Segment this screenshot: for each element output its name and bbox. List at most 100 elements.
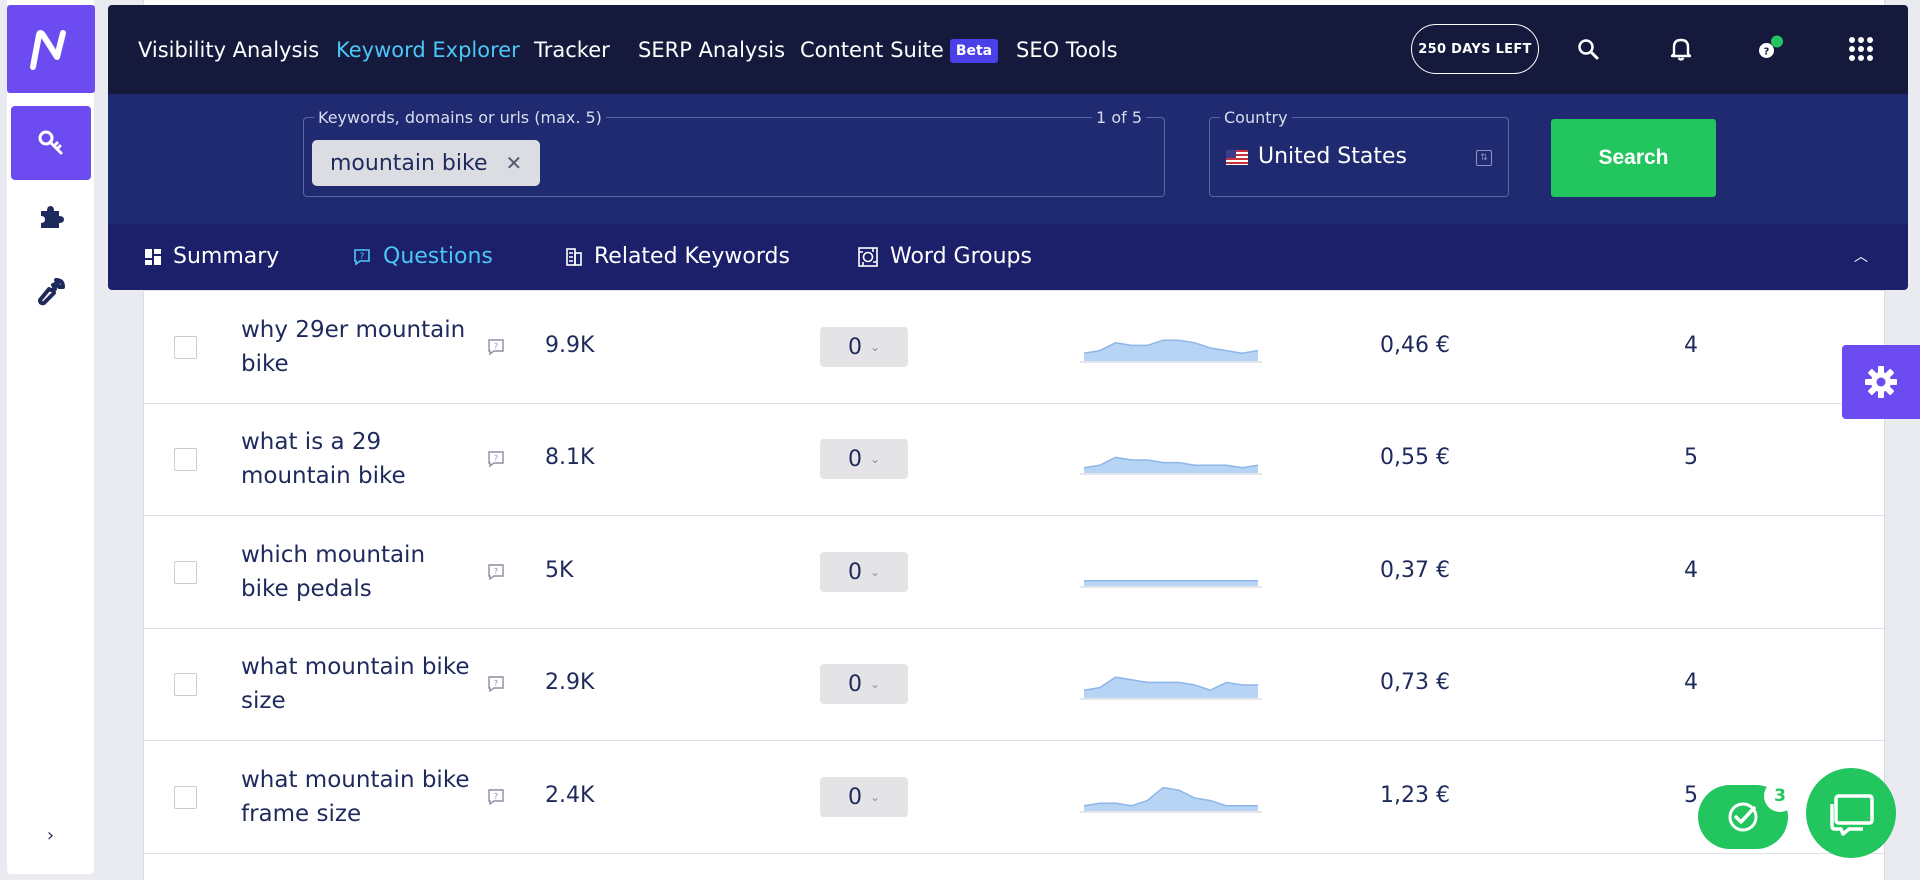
app-logo[interactable]	[7, 5, 95, 93]
tab-word-groups[interactable]: Word Groups	[858, 244, 1032, 269]
help-button[interactable]: ?	[1756, 34, 1786, 64]
chevron-down-icon: ⌄	[869, 565, 881, 579]
cpc-value: 0,37 €	[1380, 558, 1450, 583]
sparkline-area	[1084, 787, 1258, 811]
sparkline-area	[1084, 340, 1258, 361]
tab-word-groups-label: Word Groups	[890, 244, 1032, 269]
sidebar-expand-button[interactable]: ›	[46, 825, 55, 846]
competition-value: 5	[1684, 445, 1698, 470]
sparkline-line	[1083, 339, 1259, 354]
tab-questions[interactable]: ? Questions	[353, 244, 493, 269]
question-bubble-icon: ?	[488, 789, 504, 806]
keyword-line: what mountain bike	[241, 767, 470, 793]
tab-questions-label: Questions	[383, 244, 493, 269]
top-navigation-bar: Visibility Analysis Keyword Explorer Tra…	[108, 5, 1908, 94]
keywords-input[interactable]: Keywords, domains or urls (max. 5) 1 of …	[303, 108, 1165, 197]
sidebar-integrations[interactable]	[11, 180, 91, 254]
keyword-cell[interactable]: which mountain bike pedals	[241, 538, 481, 606]
tab-related-keywords[interactable]: Related Keywords	[566, 244, 790, 269]
settings-button[interactable]	[1842, 345, 1920, 419]
keyword-cell[interactable]: what is a 29 mountain bike	[241, 425, 481, 493]
keyword-line: bike	[241, 351, 289, 377]
search-submit-button[interactable]: Search	[1551, 119, 1716, 197]
difficulty-dropdown[interactable]: 0⌄	[820, 552, 908, 592]
table-row[interactable]: why 29er mountain bike? 9.9K 0 ⌄ 0,46 €4	[144, 291, 1886, 404]
key-search-icon	[38, 130, 63, 155]
row-checkbox[interactable]	[174, 786, 197, 809]
svg-text:?: ?	[494, 792, 498, 801]
keyword-cell[interactable]: what mountain bike size	[241, 650, 481, 718]
keyword-cell[interactable]: what mountain bike frame size	[241, 763, 481, 831]
keyword-line: mountain bike	[241, 463, 406, 489]
notifications-button[interactable]	[1666, 34, 1696, 64]
row-checkbox[interactable]	[174, 561, 197, 584]
apps-menu-button[interactable]	[1846, 34, 1876, 64]
keyword-line: bike pedals	[241, 576, 372, 602]
difficulty-dropdown[interactable]: 0⌄	[820, 664, 908, 704]
search-volume: 5K	[545, 558, 574, 583]
result-tabs: Summary ? Questions Related Keywords Wo	[108, 224, 1908, 290]
difficulty-value: 0	[847, 784, 862, 810]
keyword-line: size	[241, 688, 286, 714]
svg-text:?: ?	[1764, 46, 1770, 57]
sparkline-line	[1083, 676, 1258, 692]
table-row[interactable]: which mountain bike pedals? 5K 0 ⌄ 0,37 €4	[144, 516, 1886, 629]
table-row[interactable]: what mountain bike size? 2.9K 0 ⌄ 0,73 €4	[144, 628, 1886, 741]
competition-value: 4	[1684, 333, 1698, 358]
collapse-header-icon[interactable]: ︿	[1854, 249, 1868, 265]
keyword-chip-label: mountain bike	[330, 150, 488, 176]
cpc-value: 0,55 €	[1380, 445, 1450, 470]
row-checkbox[interactable]	[174, 448, 197, 471]
trend-sparkline	[1080, 580, 1262, 588]
svg-text:?: ?	[494, 454, 498, 463]
trend-sparkline	[1080, 339, 1262, 363]
help-icon: ?	[1759, 35, 1783, 58]
grid-icon	[145, 248, 161, 265]
difficulty-dropdown[interactable]: 0⌄	[820, 327, 908, 367]
nav-seo-tools[interactable]: SEO Tools	[1016, 38, 1118, 62]
search-button[interactable]	[1573, 34, 1603, 64]
nav-content-suite[interactable]: Content Suite Beta	[800, 38, 999, 63]
trial-days-left-button[interactable]: 250 DAYS LEFT	[1411, 24, 1539, 74]
nav-tracker[interactable]: Tracker	[534, 38, 610, 62]
nav-visibility-analysis[interactable]: Visibility Analysis	[138, 38, 320, 62]
nav-serp-analysis[interactable]: SERP Analysis	[638, 38, 786, 62]
tab-summary[interactable]: Summary	[145, 244, 279, 269]
keyword-chip: mountain bike ✕	[312, 140, 541, 186]
question-bubble-icon: ?	[488, 339, 504, 356]
keyword-line: what is a 29	[241, 429, 382, 455]
nav-content-suite-label: Content Suite	[800, 38, 944, 62]
svg-text:?: ?	[494, 679, 498, 688]
difficulty-dropdown[interactable]: 0⌄	[820, 777, 908, 817]
search-volume: 8.1K	[545, 445, 595, 470]
bell-icon	[1670, 38, 1692, 61]
check-circle-icon	[1728, 802, 1758, 832]
nav-keyword-explorer[interactable]: Keyword Explorer	[336, 38, 520, 62]
chevron-down-icon: ⌄	[869, 340, 881, 354]
difficulty-value: 0	[847, 446, 862, 472]
trend-sparkline	[1080, 456, 1262, 475]
select-arrows-icon: ⇅	[1476, 150, 1492, 166]
table-row[interactable]: what is a 29 mountain bike? 8.1K 0 ⌄ 0,55 € 5	[144, 403, 1886, 516]
remove-chip-icon[interactable]: ✕	[505, 151, 523, 175]
competition-value: 5	[1684, 783, 1698, 808]
difficulty-dropdown[interactable]: 0⌄	[820, 439, 908, 479]
chat-button[interactable]	[1806, 768, 1896, 858]
row-checkbox[interactable]	[174, 673, 197, 696]
difficulty-value: 0	[847, 671, 862, 697]
cpc-value: 0,73 €	[1380, 670, 1450, 695]
logo-mark-icon	[30, 30, 66, 70]
keyword-cell[interactable]: why 29er mountain bike	[241, 313, 481, 381]
tab-summary-label: Summary	[173, 244, 280, 269]
sidebar-keyword-research[interactable]	[11, 106, 91, 180]
row-checkbox[interactable]	[174, 336, 197, 359]
table-row[interactable]: what mountain bike frame size? 2.4K 0 ⌄ 1,23 …	[144, 741, 1886, 854]
puzzle-icon	[41, 206, 64, 228]
chevron-down-icon: ⌄	[869, 790, 881, 804]
sidebar-tools[interactable]	[11, 255, 91, 329]
country-select[interactable]: Country United States ⇅	[1209, 108, 1509, 197]
search-volume: 2.4K	[545, 783, 595, 808]
keyword-line: why 29er mountain	[241, 317, 466, 343]
tasks-count-badge: 3	[1764, 780, 1796, 812]
gear-icon	[1865, 366, 1897, 398]
